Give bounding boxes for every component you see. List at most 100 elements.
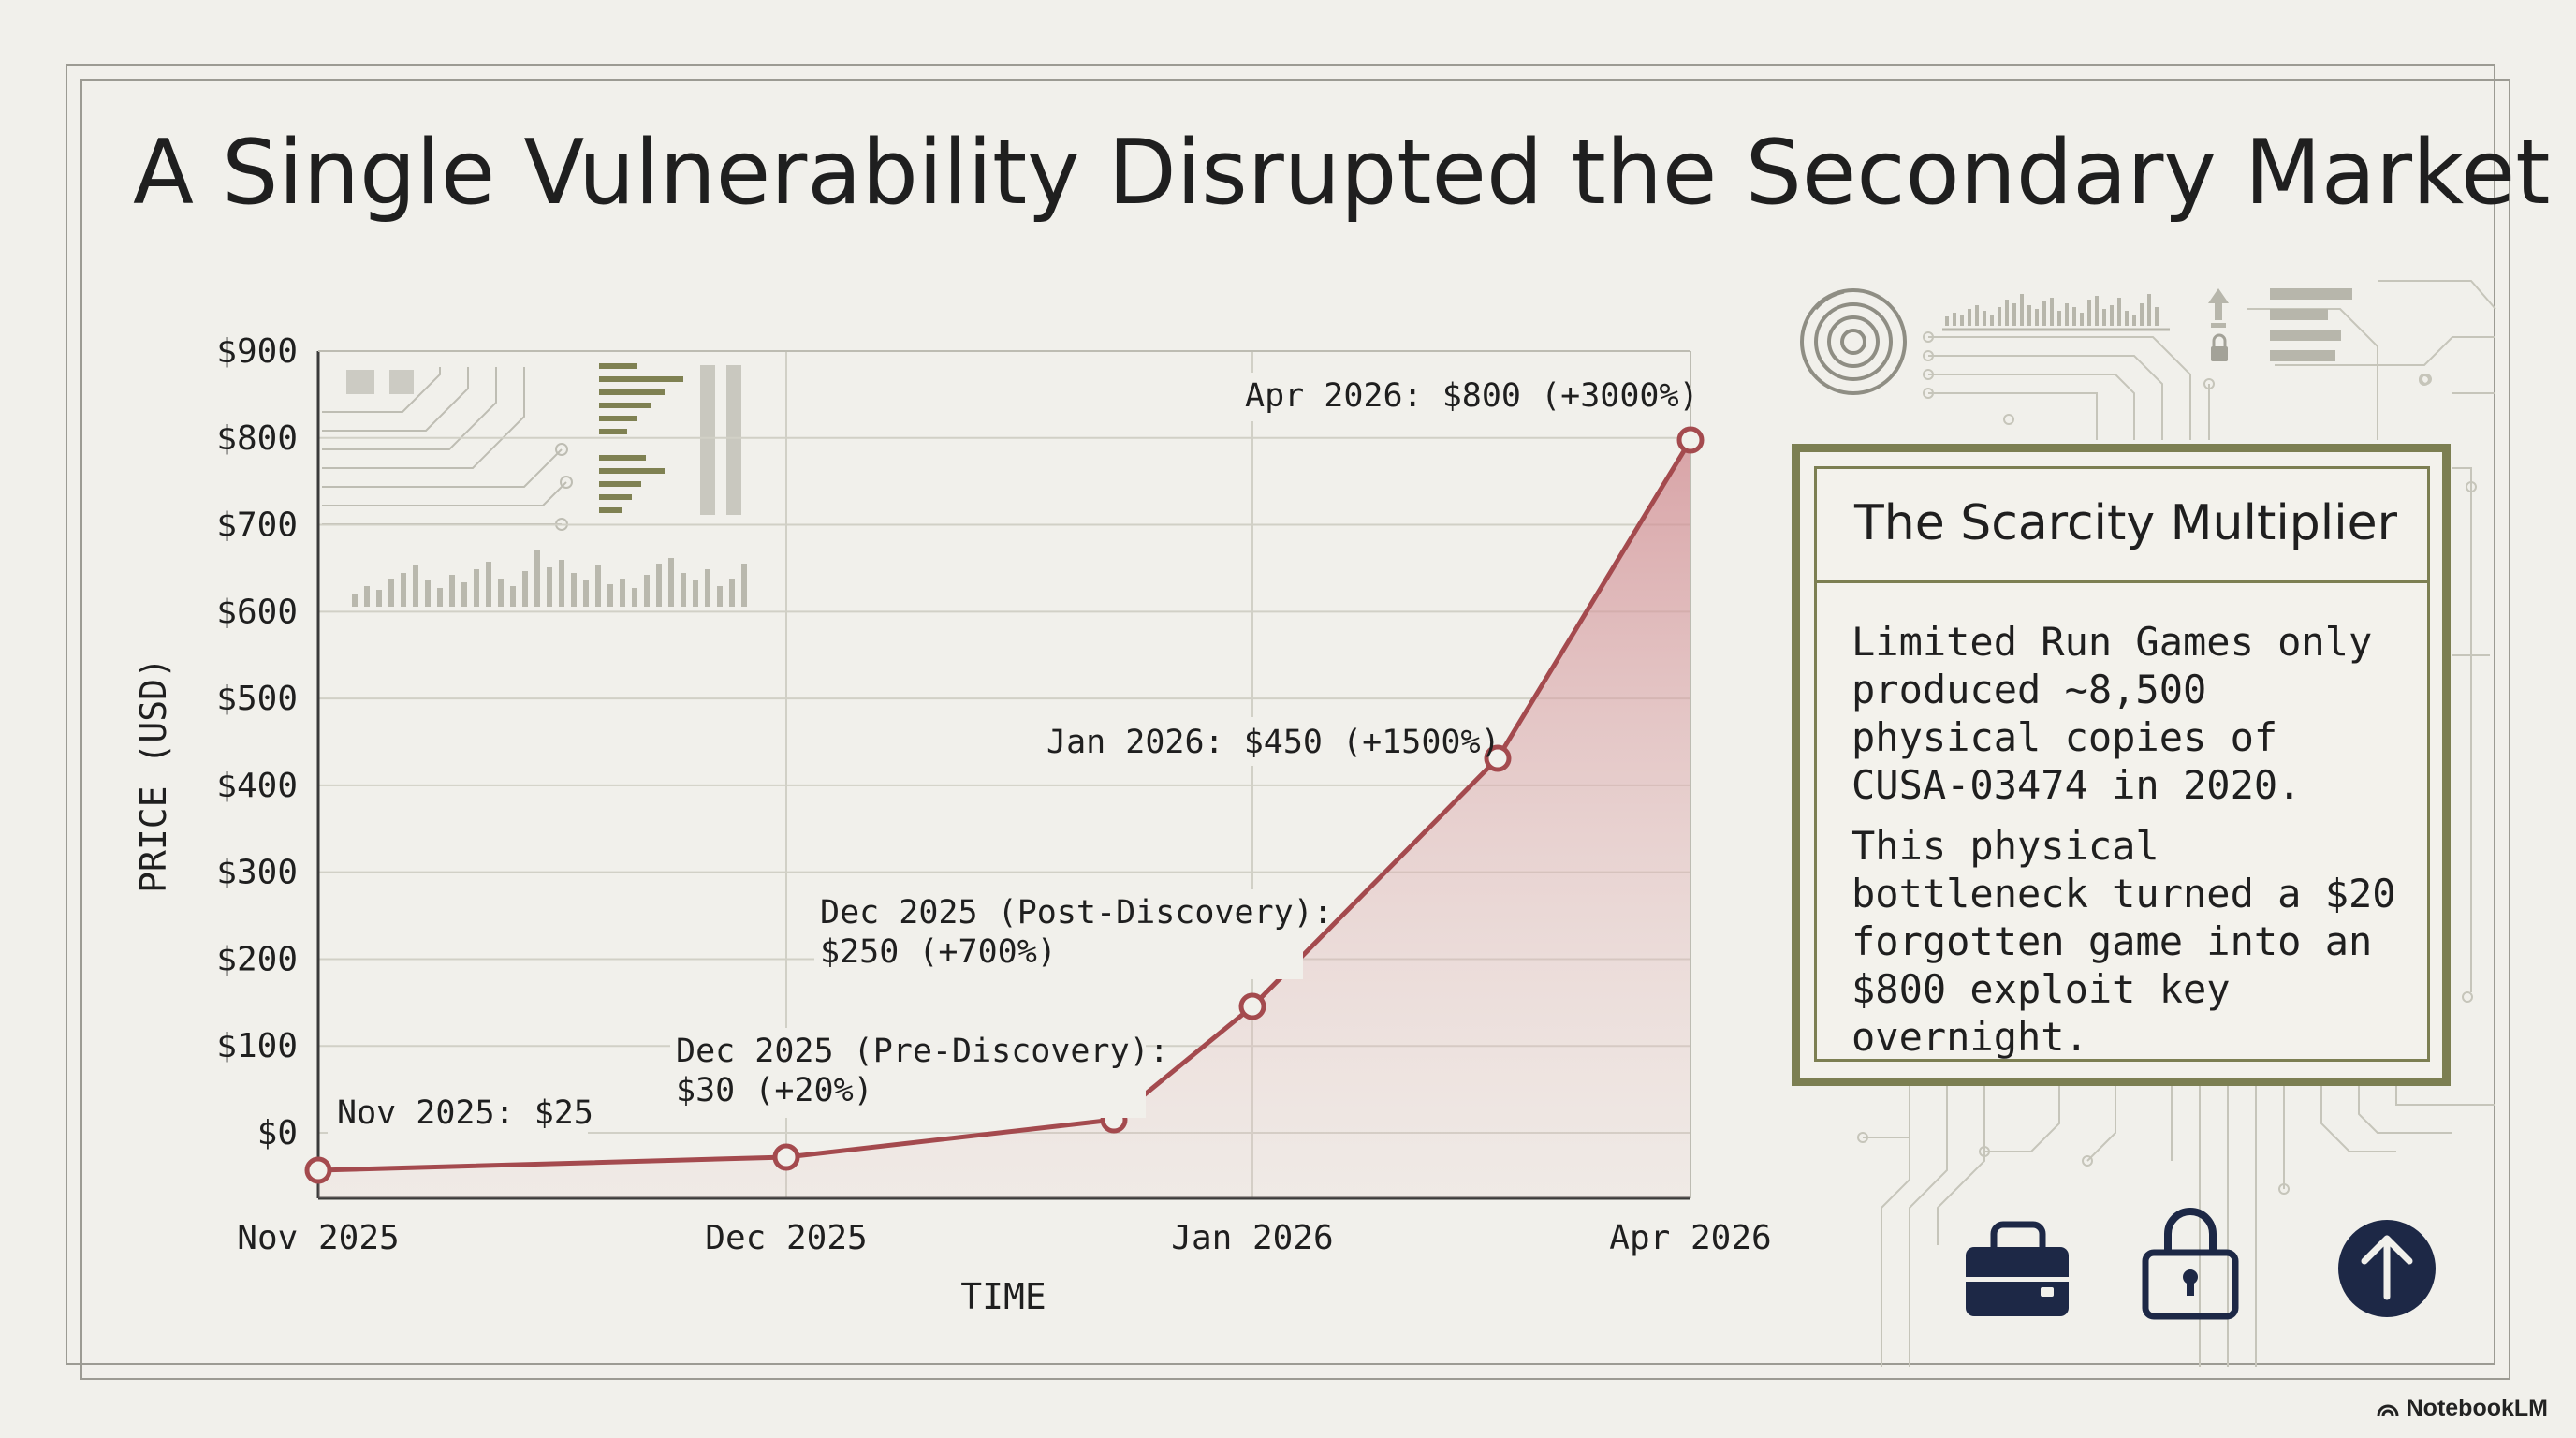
histogram-bar [607,584,613,607]
waveform-bar [1968,309,1971,326]
waveform-bar [2057,311,2061,326]
brand-logo: NotebookLM [2376,1395,2548,1422]
annotation-dec-2025-pre-value: $30 (+20%) [676,1072,873,1109]
infobox-paragraph-1: Limited Run Games only produced ~8,500 p… [1852,619,2373,808]
waveform-bar [2035,309,2039,326]
series-line [317,438,1693,1173]
histogram-bar [401,573,406,607]
y-tick-label: $900 [216,332,298,371]
waveform-bar [2050,298,2054,326]
infobox-paragraph-2: This physical bottleneck turned a $20 fo… [1852,823,2396,1060]
small-lock-icon [2211,333,2228,361]
histogram-bar [632,588,637,607]
up-arrow-icon [2338,1220,2436,1317]
waveform-bar [1990,315,1994,326]
y-tick-label: $0 [257,1114,298,1152]
histogram-bar [534,550,540,607]
infobox: The Scarcity Multiplier [1814,466,2430,1062]
waveform-bar [2140,303,2144,326]
mini-histogram-decoration [352,550,747,607]
upload-icon [2208,288,2229,328]
waveform-bar [1983,311,1986,326]
infobox-body: Limited Run Games only produced ~8,500 p… [1852,618,2413,1074]
histogram-bar [693,580,698,607]
data-point [304,1156,332,1184]
histogram-bar [583,580,589,607]
waveform-bar [1975,305,1979,326]
waveform-bar [2125,311,2129,326]
circuit-decoration [322,367,573,531]
histogram-bar [705,569,710,607]
brand-label: NotebookLM [2406,1395,2548,1421]
waveform-bar [2012,303,2016,326]
annotation-nov-2025: Nov 2025: $25 [337,1094,593,1132]
circuit-decoration-right [1923,280,2496,440]
x-axis-label: TIME [960,1276,1046,1317]
y-tick-label: $800 [216,419,298,458]
waveform-bar [2005,300,2009,326]
histogram-bar [425,580,431,607]
waveform-icon [1945,294,2159,326]
outer-frame [66,64,2496,1365]
histogram-bar [461,582,467,607]
waveform-bar [2102,309,2106,326]
mini-table-decoration [700,365,741,515]
histogram-bar [352,594,358,607]
waveform-bar [2087,300,2091,326]
y-axis-label: PRICE (USD) [133,657,174,893]
y-tick-label: $200 [216,940,298,978]
histogram-bar [729,579,735,607]
y-tick-label: $300 [216,854,298,892]
histogram-bar [741,564,747,607]
histogram-bar [681,573,686,607]
annotation-jan-2026: Jan 2026: $450 (+1500%) [1046,724,1500,761]
histogram-bar [668,558,674,607]
inner-frame [80,79,2510,1380]
histogram-bar [449,575,455,607]
x-tick-label: Dec 2025 [705,1219,867,1257]
waveform-bar [2117,298,2121,326]
infobox-frame [1792,444,2451,1086]
data-point [1484,744,1512,772]
histogram-bar [413,565,418,607]
waveform-bar [2027,305,2031,326]
histogram-bar [437,588,443,607]
data-point [772,1143,800,1171]
histogram-bar [644,575,650,607]
annotation-dec-2025-post: Dec 2025 (Post-Discovery): [820,894,1333,932]
data-point [1238,992,1266,1020]
annotation-dec-2025-post-value: $250 (+700%) [820,933,1057,971]
waveform-bar [1945,316,1949,326]
bars-icon [2270,288,2352,361]
area-fill [318,440,1690,1198]
histogram-bar [559,560,564,607]
data-point [1676,426,1705,454]
histogram-bar [486,562,491,607]
disc-icon [1800,288,1907,395]
histogram-bar [717,586,723,607]
histogram-bar [498,579,504,607]
waveform-bar [2065,303,2069,326]
waveform-bar [1953,313,1956,326]
x-tick-label: Apr 2026 [1609,1219,1771,1257]
circuit-decoration-side [2452,467,2490,1003]
waveform-bar [2020,294,2024,326]
waveform-bar [2072,307,2076,326]
waveform-bar [2155,307,2159,326]
histogram-bar [474,569,479,607]
waveform-bar [2042,301,2046,326]
x-tick-label: Nov 2025 [237,1219,399,1257]
notebooklm-icon [2377,1404,2399,1416]
histogram-bar [522,571,528,607]
y-tick-label: $600 [216,593,298,631]
waveform-bar [2080,313,2084,326]
histogram-bar [510,586,516,607]
x-tick-label: Jan 2026 [1171,1219,1333,1257]
histogram-bar [364,586,370,607]
histogram-bar [547,567,552,607]
waveform-bar [2132,315,2136,326]
y-tick-label: $100 [216,1027,298,1065]
histogram-bar [656,564,662,607]
waveform-bar [2147,294,2151,326]
